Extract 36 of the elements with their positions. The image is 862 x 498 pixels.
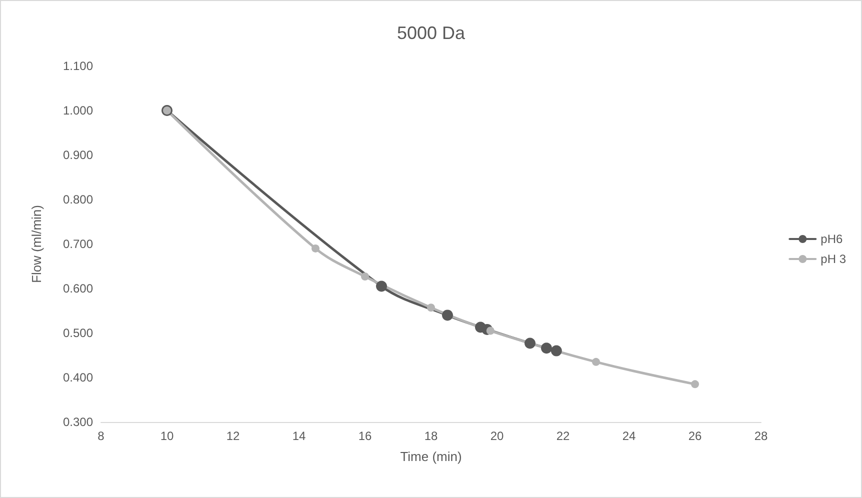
x-tick-label: 26 [688, 429, 702, 443]
x-tick-label: 10 [160, 429, 174, 443]
x-tick-label: 18 [424, 429, 438, 443]
y-tick-label: 0.600 [62, 282, 94, 296]
x-tick-label: 16 [358, 429, 372, 443]
y-tick-label: 0.700 [62, 237, 94, 251]
y-tick-label: 1.100 [62, 59, 94, 73]
point [427, 304, 435, 312]
legend-label: pH 3 [820, 252, 846, 266]
x-axis-title: Time (min) [400, 449, 462, 464]
y-tick-label: 0.500 [62, 326, 94, 340]
point [376, 280, 387, 292]
point [442, 310, 453, 321]
point [541, 342, 552, 354]
point [361, 272, 369, 280]
point [550, 345, 562, 356]
y-tick-label: 0.800 [62, 192, 94, 206]
y-tick-label: 1.000 [62, 104, 94, 118]
chart-title: 5000 Da [396, 23, 466, 43]
x-tick-label: 22 [556, 429, 570, 443]
x-tick-label: 20 [490, 429, 504, 443]
point [691, 380, 699, 388]
x-tick-label: 14 [292, 429, 306, 443]
point [592, 358, 600, 366]
y-tick-label: 0.400 [62, 370, 94, 384]
y-tick-label: 0.900 [62, 148, 94, 162]
legend-label: pH6 [820, 232, 843, 246]
point [524, 338, 536, 349]
point [486, 326, 494, 335]
x-tick-label: 12 [226, 429, 240, 443]
y-axis-title: Flow (ml/min) [29, 205, 44, 283]
x-tick-label: 24 [622, 429, 636, 443]
y-tick-label: 0.300 [62, 415, 94, 429]
point [312, 244, 320, 252]
x-tick-label: 28 [754, 429, 768, 443]
x-tick-label: 8 [98, 429, 105, 443]
